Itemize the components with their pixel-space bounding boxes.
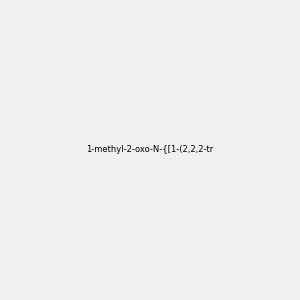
Text: 1-methyl-2-oxo-N-{[1-(2,2,2-tr: 1-methyl-2-oxo-N-{[1-(2,2,2-tr bbox=[86, 146, 214, 154]
